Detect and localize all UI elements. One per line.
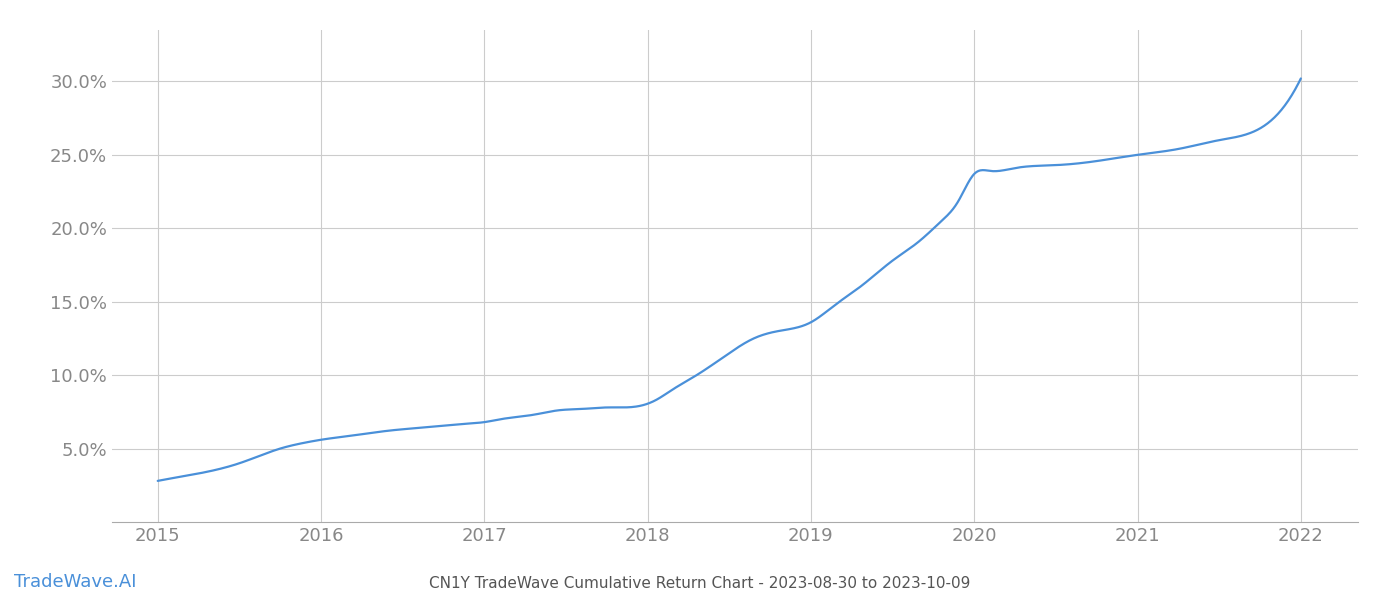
Text: TradeWave.AI: TradeWave.AI xyxy=(14,573,137,591)
Text: CN1Y TradeWave Cumulative Return Chart - 2023-08-30 to 2023-10-09: CN1Y TradeWave Cumulative Return Chart -… xyxy=(430,576,970,591)
